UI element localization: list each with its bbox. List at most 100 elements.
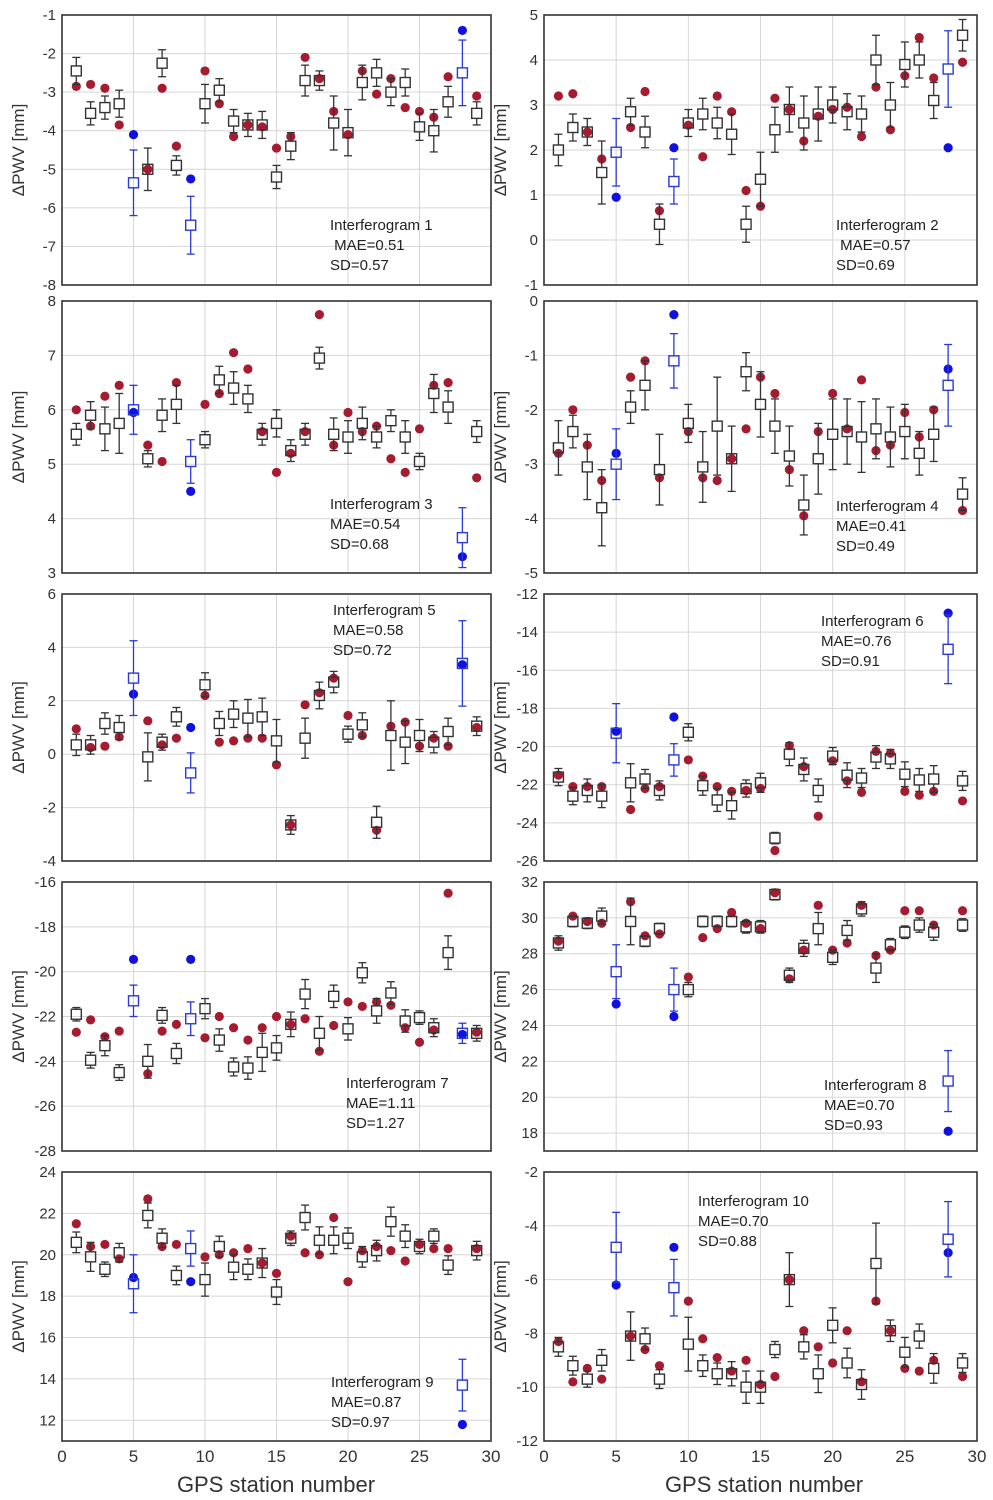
gps-point [870, 962, 882, 974]
gps-errorbar [742, 1370, 751, 1404]
insar-point [329, 1020, 339, 1031]
gps-errorbar [814, 911, 823, 946]
y-tick-label: 20 [521, 1089, 538, 1106]
gps-errorbar [871, 34, 880, 86]
gps-point [156, 409, 168, 421]
gps-errorbar [315, 1015, 324, 1051]
gps-errorbar [583, 117, 592, 147]
gps-point [567, 915, 579, 928]
y-tick-label: -18 [34, 919, 56, 936]
gps-errorbar [386, 700, 395, 771]
gps-point [170, 1047, 183, 1060]
gps-errorbar [229, 700, 238, 729]
insar-point [712, 475, 722, 486]
gps-point [285, 140, 297, 152]
insar-point [114, 1026, 124, 1036]
gps-point [385, 729, 397, 742]
annotation-line: MAE=0.87 [331, 1394, 401, 1411]
gps-point [328, 117, 340, 129]
y-tick-label: 12 [39, 1412, 56, 1429]
gps-errorbar-outlier [944, 1200, 953, 1278]
gps-point [855, 431, 868, 443]
gps-errorbar [583, 433, 592, 501]
gps-errorbar-outlier [129, 984, 138, 1018]
gps-point-outlier [184, 1013, 197, 1025]
panel-10: -12 -10 -8 -6 -4 -2 0 5 10 15 20 25 30 ΔPWV [mm] Inter… [491, 1164, 986, 1466]
gps-errorbar [597, 1348, 606, 1372]
insar-point [856, 787, 867, 797]
gps-point-outlier [127, 672, 140, 684]
gps-point [552, 144, 565, 156]
annotation-line: Interferogram 4 [836, 498, 939, 515]
gps-point [227, 115, 240, 127]
gps-point [213, 374, 226, 386]
gps-point [884, 1325, 897, 1337]
insar-point [243, 1035, 253, 1045]
gps-point [928, 926, 940, 938]
gps-point [227, 382, 240, 394]
insar-point [100, 83, 110, 93]
gps-errorbar [329, 1226, 338, 1255]
gps-point [142, 453, 154, 465]
insar-point-outlier [457, 25, 467, 36]
gps-point-outlier [456, 1379, 469, 1391]
insar-point [300, 1248, 310, 1258]
gps-errorbar [554, 1336, 563, 1357]
annotation-line: MAE=0.58 [333, 622, 403, 639]
y-tick-label: -8 [43, 277, 56, 294]
gps-point [471, 1244, 483, 1257]
y-tick-label: 18 [521, 1125, 538, 1142]
gps-errorbar [742, 205, 751, 243]
gps-point [270, 735, 283, 747]
gps-errorbar [158, 398, 167, 433]
gps-point [385, 86, 397, 98]
x-tick-label: 30 [482, 1447, 501, 1466]
insar-point [329, 673, 339, 683]
gps-errorbar [626, 763, 635, 803]
gps-point [812, 453, 824, 465]
gps-point [313, 74, 326, 87]
gps-point [199, 679, 211, 691]
x-axis-label: GPS station number [665, 1472, 863, 1497]
insar-point [71, 1027, 81, 1037]
insar-point [386, 1246, 396, 1256]
insar-point [243, 733, 253, 743]
gps-errorbar [799, 1334, 808, 1360]
gps-errorbar [301, 1204, 310, 1231]
gps-errorbar [871, 398, 880, 460]
insar-point [582, 916, 592, 927]
gps-errorbar [583, 778, 592, 803]
insar-point [799, 1326, 809, 1336]
gps-point [653, 922, 666, 935]
gps-point [624, 1330, 637, 1342]
gps-errorbar [814, 422, 823, 495]
gps-errorbar [698, 97, 707, 131]
gps-point [624, 915, 637, 928]
insar-point [314, 310, 324, 320]
gps-point [928, 773, 940, 785]
y-tick-label: 4 [48, 639, 56, 656]
insar-point [200, 1033, 210, 1043]
gps-point [328, 1234, 340, 1246]
gps-point [783, 969, 796, 981]
insar-point [813, 900, 823, 910]
gps-point [826, 428, 839, 440]
gps-point [884, 939, 897, 951]
gps-point [826, 951, 839, 964]
insar-point [472, 1027, 482, 1037]
gps-point [870, 1257, 882, 1270]
y-tick-label: 4 [530, 52, 538, 69]
x-tick-label: 10 [196, 1447, 215, 1466]
insar-point [343, 129, 353, 140]
gps-point [356, 719, 368, 731]
gps-errorbar [871, 744, 880, 770]
gps-errorbar [243, 1258, 252, 1281]
y-tick-label: -10 [516, 1379, 538, 1396]
gps-point [471, 1027, 483, 1040]
x-tick-label: 0 [539, 1447, 548, 1466]
gps-point-outlier [184, 767, 197, 779]
insar-point [443, 741, 453, 751]
insar-point [171, 1239, 181, 1250]
y-axis-label: ΔPWV [mm] [491, 681, 510, 774]
